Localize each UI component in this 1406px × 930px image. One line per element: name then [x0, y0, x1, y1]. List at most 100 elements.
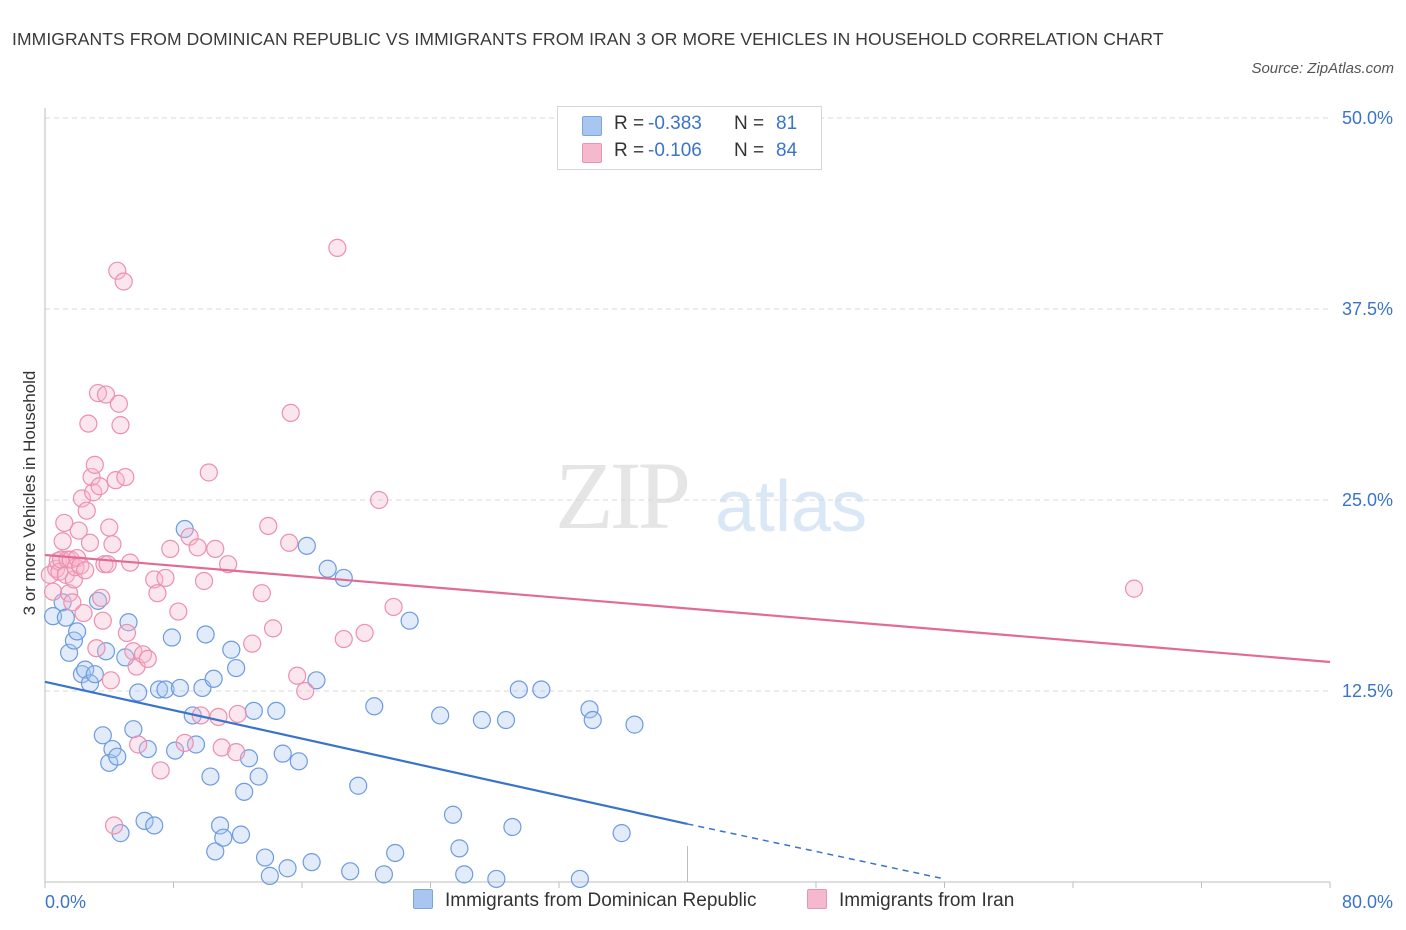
point-iran: [259, 516, 278, 536]
point-iran: [87, 639, 106, 658]
bottom-legend-label-dominican: Immigrants from Dominican Republic: [445, 890, 757, 911]
point-iran: [175, 733, 194, 753]
point-iran: [96, 385, 116, 404]
point-dominican: [145, 816, 164, 835]
point-iran: [1124, 579, 1144, 598]
point-iran: [328, 238, 347, 257]
point-dominican: [583, 710, 602, 730]
point-dominican: [85, 665, 104, 684]
legend-r-value: -0.106: [648, 140, 702, 161]
trend-line-iran: [44, 553, 1331, 664]
point-dominican: [149, 680, 169, 699]
point-dominican: [318, 559, 337, 578]
point-dominican: [307, 671, 326, 690]
point-iran: [212, 738, 231, 757]
point-dominican: [612, 824, 631, 843]
point-dominican: [487, 869, 506, 889]
point-iran: [93, 611, 112, 630]
point-dominican: [56, 608, 75, 627]
point-dominican: [341, 862, 360, 881]
legend-n-value: 84: [776, 140, 798, 161]
legend-n-value: 81: [776, 113, 798, 134]
x-tick-label: 0.0%: [45, 892, 86, 912]
bottom-legend-label-iran: Immigrants from Iran: [839, 890, 1015, 911]
point-dominican: [88, 591, 108, 610]
point-iran: [109, 394, 128, 413]
point-dominican: [162, 628, 181, 647]
trend-line-dominican: [44, 680, 688, 826]
point-iran: [80, 533, 100, 552]
point-dominican: [255, 848, 275, 867]
y-tick-label: 12.5%: [1342, 681, 1393, 701]
y-axis-label: 3 or more Vehicles in Household: [20, 370, 39, 616]
point-dominican: [400, 611, 419, 630]
point-dominican: [111, 824, 130, 843]
point-iran: [74, 603, 93, 623]
point-iran: [219, 555, 238, 574]
point-dominican: [386, 843, 405, 863]
point-dominican: [108, 747, 127, 766]
point-dominican: [231, 825, 251, 844]
point-iran: [55, 513, 74, 533]
source-label: Source: ZipAtlas.com: [1251, 60, 1394, 77]
point-dominican: [196, 625, 215, 644]
point-dominican: [204, 669, 223, 688]
point-dominican: [273, 744, 292, 763]
point-iran: [100, 518, 119, 537]
bottom-legend-swatch-iran: [807, 889, 827, 909]
point-dominican: [443, 805, 463, 824]
point-dominican: [68, 622, 87, 641]
legend-n-label: N =: [734, 113, 765, 134]
y-tick-label: 25.0%: [1342, 490, 1393, 510]
point-iran: [69, 521, 88, 540]
point-dominican: [532, 680, 551, 699]
point-iran: [101, 671, 120, 690]
bottom-legend-iran: Immigrants from Iran: [807, 889, 1014, 912]
point-iran: [206, 539, 225, 558]
point-dominican: [496, 710, 516, 730]
point-dominican: [222, 640, 241, 659]
y-tick-label: 50.0%: [1342, 108, 1393, 128]
point-dominican: [302, 853, 321, 872]
point-iran: [129, 735, 148, 754]
point-dominican: [249, 767, 268, 786]
point-iran: [156, 568, 175, 588]
point-iran: [79, 414, 98, 433]
point-dominican: [93, 726, 112, 745]
point-iran: [63, 593, 82, 612]
point-iran: [117, 623, 137, 643]
point-dominican: [289, 752, 308, 771]
point-dominican: [76, 660, 95, 679]
point-iran: [280, 533, 299, 552]
point-iran: [228, 704, 247, 724]
chart-title: IMMIGRANTS FROM DOMINICAN REPUBLIC VS IM…: [12, 29, 1164, 49]
point-dominican: [455, 865, 474, 884]
point-iran: [169, 602, 188, 621]
point-iran: [252, 584, 271, 603]
point-iran: [227, 743, 246, 762]
point-iran: [209, 707, 228, 727]
legend-n-label: N =: [734, 140, 765, 161]
point-iran: [104, 816, 124, 835]
point-iran: [188, 538, 207, 557]
point-dominican: [135, 811, 154, 830]
point-iran: [384, 597, 403, 617]
point-iran: [199, 463, 218, 482]
point-dominican: [625, 715, 644, 734]
point-dominican: [260, 866, 279, 885]
point-iran: [355, 623, 374, 643]
point-dominican: [206, 842, 225, 861]
point-iran: [98, 555, 117, 574]
point-iran: [114, 272, 133, 291]
legend-r-label: R =: [614, 140, 645, 161]
watermark-zip: ZIP: [555, 442, 691, 549]
point-iran: [194, 571, 214, 591]
point-dominican: [124, 720, 143, 739]
point-iran: [263, 619, 283, 638]
point-iran: [148, 584, 167, 603]
point-iran: [296, 681, 315, 701]
point-dominican: [349, 776, 368, 795]
point-iran: [92, 588, 111, 607]
point-iran: [288, 666, 307, 685]
